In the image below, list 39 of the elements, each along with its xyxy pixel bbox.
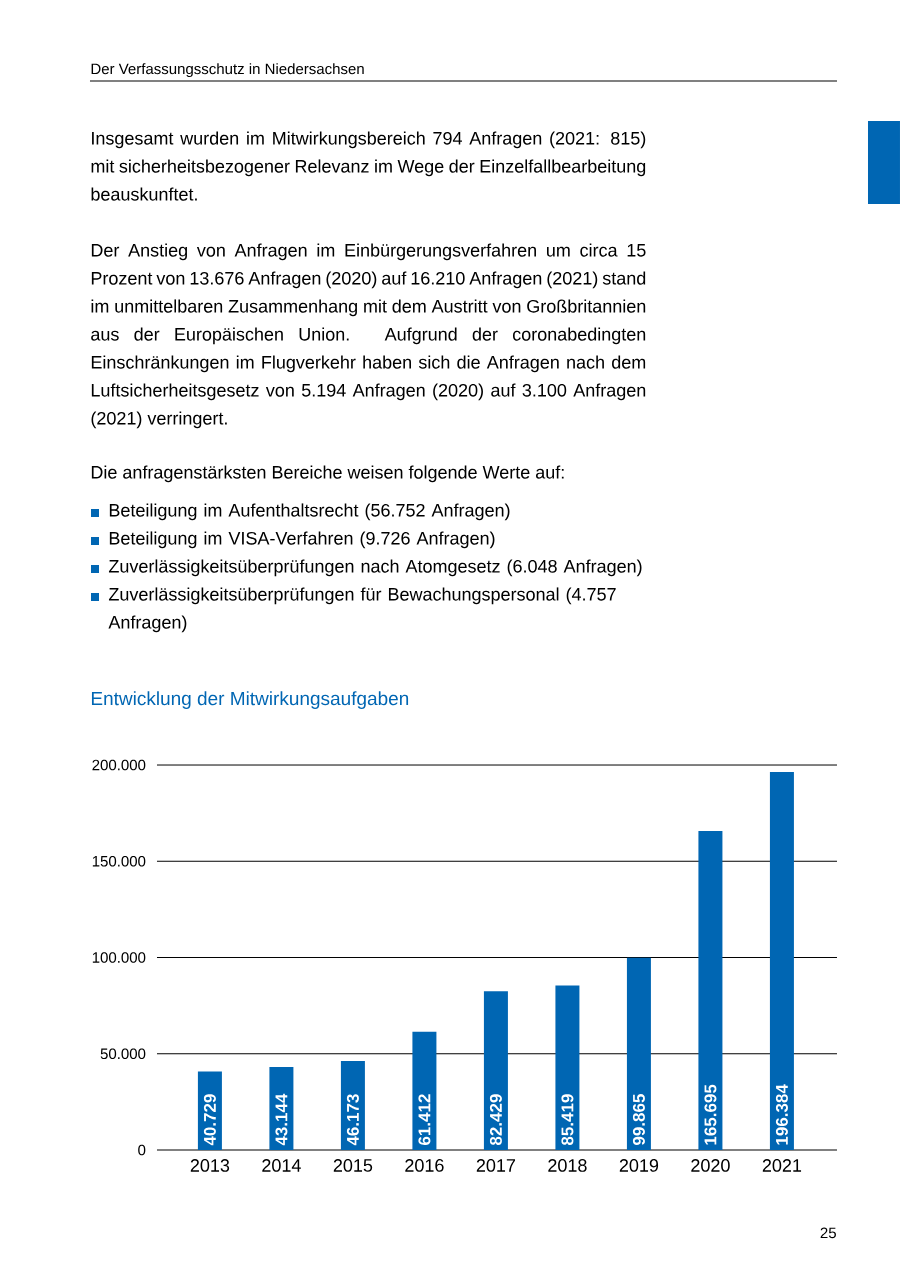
y-tick-label: 0 <box>138 1144 146 1156</box>
bar <box>412 1031 437 1151</box>
data-label: 43.144 <box>275 1093 288 1146</box>
x-tick-label: 2015 <box>333 1159 373 1172</box>
text: Zuverlässigkeitsüberprüfungen nach Atomgesetz (6.048 Anfragen) <box>108 559 642 577</box>
x-tick-label: 2013 <box>190 1159 230 1172</box>
x-tick-label: 2018 <box>548 1159 587 1172</box>
data-label: 40.729 <box>203 1094 216 1146</box>
bar <box>555 985 580 1151</box>
x-tick-label: 2021 <box>762 1159 802 1172</box>
y-tick-label: 100.000 <box>92 952 146 963</box>
x-tick-label: 2017 <box>476 1159 516 1172</box>
data-label: 46.173 <box>346 1094 359 1146</box>
text: Beteiligung im VISA-Verfahren (9.726 Anfragen) <box>109 531 495 549</box>
x-tick-label: 2014 <box>262 1159 301 1172</box>
data-label: 99.865 <box>632 1094 645 1146</box>
y-tick-label: 150.000 <box>92 855 146 867</box>
x-tick-label: 2016 <box>405 1159 444 1172</box>
data-label: 61.412 <box>418 1094 431 1145</box>
text: Insgesamt wurden im Mitwirkungsbereich 794 Anfragen (2021: 815) mit sicherheitsbezogener Relevanz im Wege der Einzelfallbearbeitung beauskunftet. <box>91 131 646 201</box>
data-label: 82.429 <box>489 1094 502 1146</box>
bar <box>769 771 794 1151</box>
y-tick-label: 50.000 <box>100 1048 146 1060</box>
text: Zuverlässigkeitsüberprüfungen für Bewachungspersonal (4.757 Anfragen) <box>108 587 616 633</box>
data-label: 85.419 <box>561 1094 574 1146</box>
text: 25 <box>820 1227 836 1239</box>
x-tick-label: 2019 <box>619 1159 659 1172</box>
bar <box>698 831 723 1151</box>
data-label: 196.384 <box>775 1084 788 1145</box>
text: Der Verfassungsschutz in Niedersachsen <box>91 63 364 78</box>
bar <box>626 957 651 1151</box>
y-tick-label: 200.000 <box>92 759 146 771</box>
text: Die anfragenstärksten Bereiche weisen folgende Werte auf: <box>91 465 564 483</box>
chart-title: Entwicklung der Mitwirkungsaufgaben <box>91 691 409 709</box>
text: Beteiligung im Aufenthaltsrecht (56.752 Anfragen) <box>109 503 510 521</box>
data-label: 165.695 <box>704 1084 717 1145</box>
x-tick-label: 2020 <box>691 1159 730 1172</box>
text: Der Anstieg von Anfragen im Einbürgerungsverfahren um circa 15 Prozent von 13.676 Anfragen (2020) auf 16.210 Anfragen (2021) stand im unmittelbaren Zusammenhang mit dem Austritt von Großbritannien aus der Europäischen Union. Aufgrund der coronabedingten Einschränkungen im Flugverkehr haben sich die Anfragen nach dem Luftsicherheitsgesetz von 5.194 Anfragen (2020) auf 3.100 Anfragen (2021) verringert. <box>91 243 646 429</box>
bar <box>483 991 508 1151</box>
